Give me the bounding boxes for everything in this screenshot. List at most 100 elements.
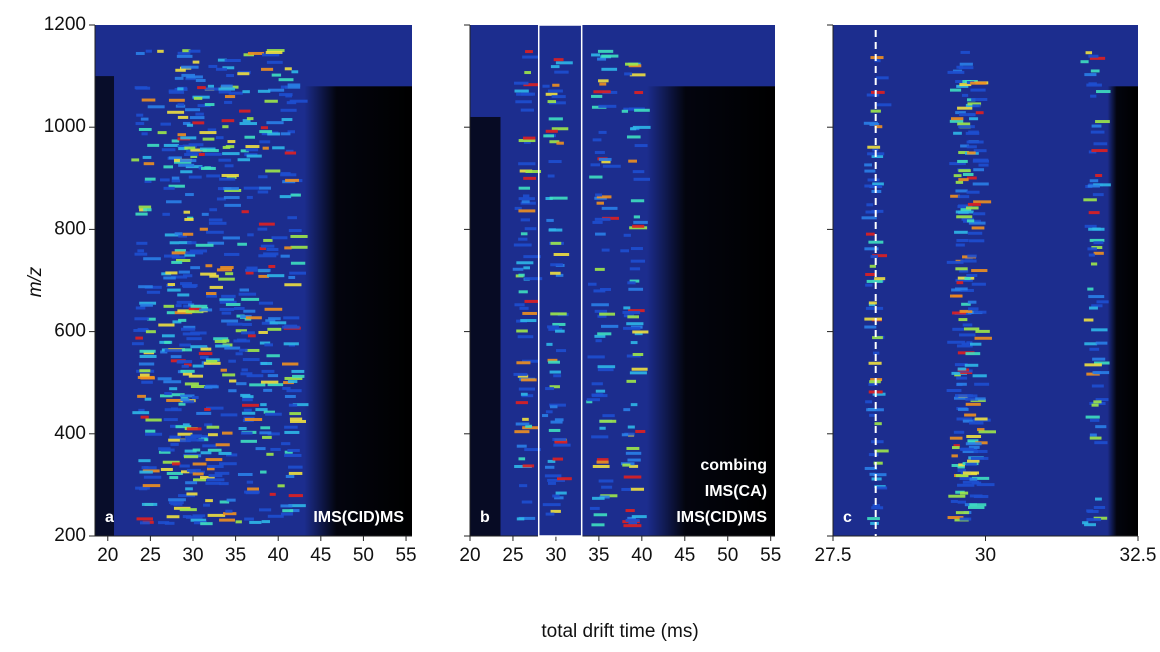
intensity-spot [206, 478, 225, 482]
intensity-spot [193, 478, 207, 482]
intensity-spot [266, 121, 284, 125]
intensity-spot [623, 306, 631, 310]
intensity-spot [960, 288, 974, 292]
intensity-spot [973, 200, 992, 204]
intensity-spot [594, 334, 606, 338]
intensity-spot [601, 67, 618, 71]
x-tick-label: 25 [140, 545, 161, 566]
intensity-spot [181, 364, 189, 368]
intensity-spot [138, 205, 152, 209]
intensity-spot [243, 408, 252, 412]
intensity-spot [261, 67, 274, 71]
intensity-spot [971, 282, 986, 286]
intensity-spot [179, 439, 191, 443]
intensity-spot [258, 175, 268, 179]
intensity-spot [960, 144, 970, 148]
intensity-spot [147, 143, 160, 147]
intensity-spot [199, 308, 213, 312]
intensity-spot [959, 517, 972, 521]
intensity-spot [973, 310, 987, 314]
intensity-spot [209, 274, 219, 278]
intensity-spot [204, 87, 220, 91]
intensity-spot [969, 421, 984, 425]
intensity-spot [284, 394, 296, 398]
intensity-spot [163, 380, 182, 384]
intensity-spot [291, 70, 299, 74]
intensity-spot [168, 98, 185, 102]
intensity-spot [166, 200, 182, 204]
intensity-spot [586, 398, 600, 402]
intensity-spot [974, 382, 990, 386]
intensity-spot [266, 49, 285, 53]
intensity-spot [239, 288, 250, 292]
intensity-spot [224, 203, 241, 207]
intensity-spot [960, 208, 972, 212]
intensity-spot [515, 422, 530, 426]
intensity-spot [631, 515, 647, 519]
intensity-spot [219, 518, 236, 522]
intensity-spot [521, 200, 530, 204]
intensity-spot [514, 89, 529, 93]
intensity-spot [1086, 83, 1102, 87]
intensity-spot [868, 361, 882, 365]
intensity-spot [255, 408, 268, 412]
intensity-spot [1086, 372, 1100, 376]
intensity-spot [972, 212, 986, 216]
intensity-spot [596, 195, 612, 199]
intensity-spot [1088, 211, 1100, 215]
intensity-spot [516, 329, 528, 333]
intensity-spot [192, 395, 199, 399]
intensity-spot [246, 266, 258, 270]
intensity-spot [870, 56, 884, 60]
intensity-spot [957, 122, 971, 126]
intensity-spot [545, 410, 553, 414]
intensity-spot [550, 65, 560, 69]
intensity-spot [955, 490, 965, 494]
intensity-spot [236, 338, 247, 342]
intensity-spot [192, 60, 200, 64]
intensity-spot [516, 444, 527, 448]
intensity-spot [866, 408, 884, 412]
intensity-spot [218, 451, 232, 455]
intensity-spot [174, 249, 186, 253]
intensity-spot [266, 60, 283, 64]
x-tick-label: 50 [353, 545, 374, 566]
intensity-spot [1087, 247, 1097, 251]
intensity-spot [236, 382, 247, 386]
intensity-spot [628, 64, 642, 68]
intensity-spot [262, 146, 269, 150]
intensity-spot [957, 195, 970, 199]
intensity-spot [590, 163, 601, 167]
x-tick-label: 45 [674, 545, 695, 566]
intensity-spot [518, 290, 528, 294]
intensity-spot [966, 145, 977, 149]
intensity-spot [964, 363, 979, 367]
intensity-spot [135, 212, 148, 216]
intensity-spot [178, 147, 188, 151]
intensity-spot [145, 418, 162, 422]
intensity-spot [136, 113, 144, 117]
intensity-spot [144, 177, 156, 181]
intensity-spot [171, 275, 188, 279]
intensity-spot [209, 208, 218, 212]
intensity-spot [591, 523, 605, 527]
intensity-spot [187, 241, 197, 245]
intensity-spot [228, 91, 243, 95]
intensity-spot [554, 440, 568, 444]
intensity-spot [228, 389, 237, 393]
x-axis-title: total drift time (ms) [541, 621, 698, 642]
intensity-spot [286, 389, 302, 393]
y-axis-title: m/z [25, 266, 46, 297]
intensity-spot [145, 330, 156, 334]
intensity-spot [178, 234, 187, 238]
intensity-spot [599, 312, 616, 316]
intensity-spot [949, 436, 963, 440]
intensity-spot [628, 521, 638, 525]
intensity-spot [188, 143, 204, 147]
intensity-spot [270, 447, 281, 451]
low-signal-region [304, 86, 412, 536]
intensity-spot [226, 498, 236, 502]
intensity-spot [622, 310, 641, 314]
intensity-spot [266, 354, 280, 358]
intensity-spot [202, 444, 217, 448]
